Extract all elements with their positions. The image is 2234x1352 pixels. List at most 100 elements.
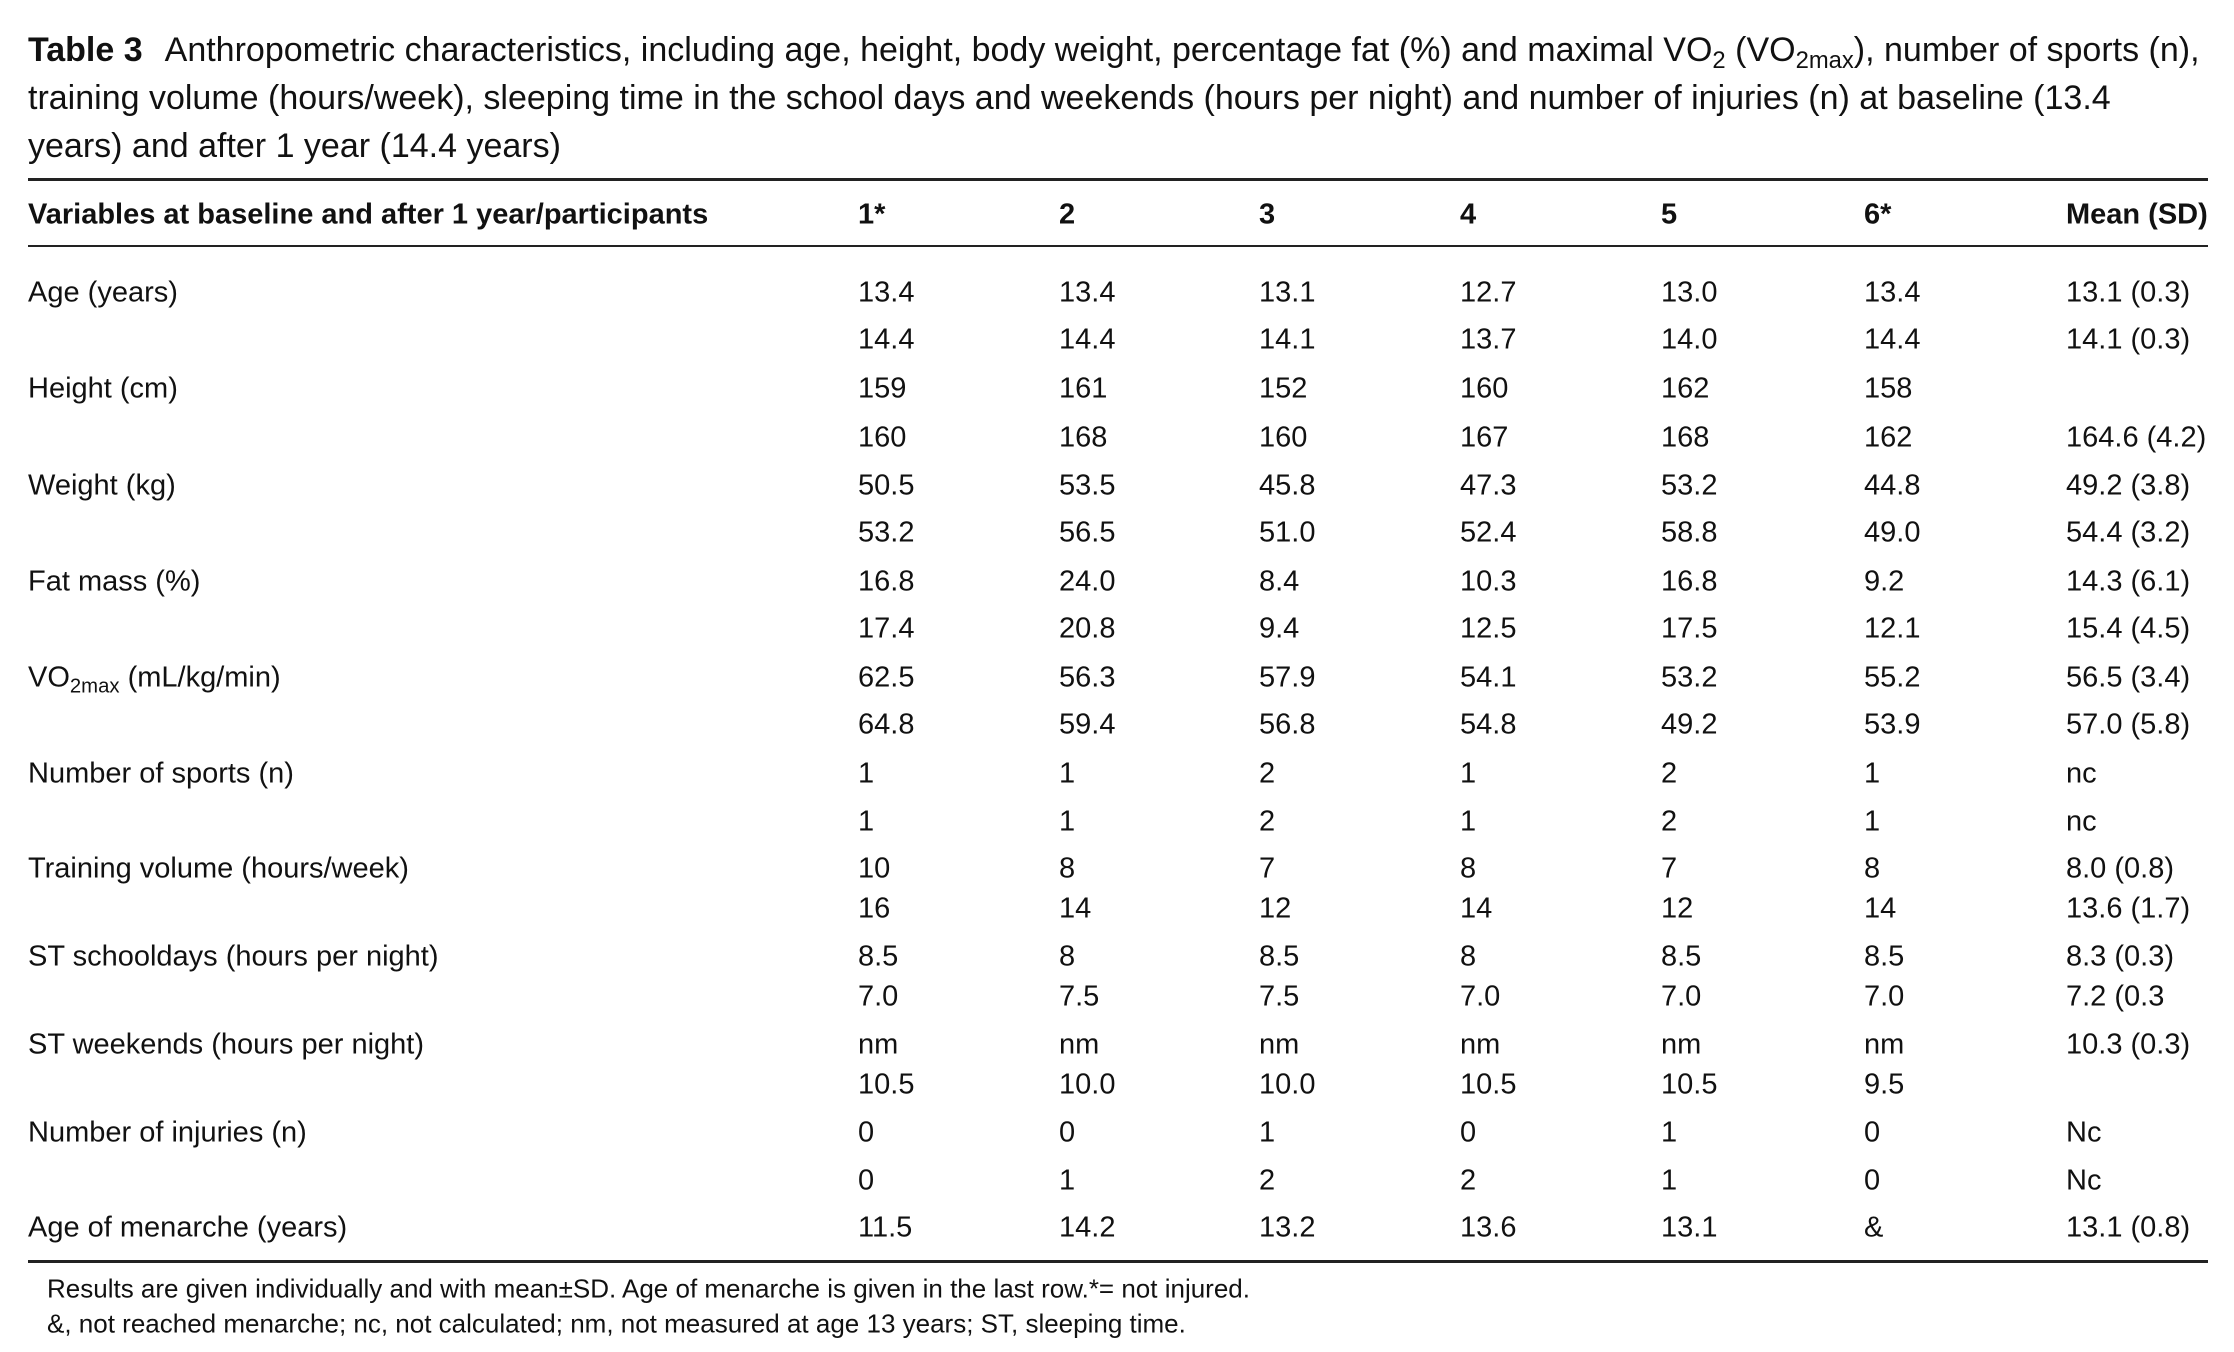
data-cell: 162 — [1661, 372, 1710, 405]
data-cell: 14.1 (0.3) — [2066, 323, 2191, 356]
row-label: Number of injuries (n) — [28, 1117, 307, 1150]
data-cell: 51.0 — [1259, 516, 1316, 549]
data-cell: 8.5 — [1259, 940, 1300, 973]
header-cell: 5 — [1661, 198, 1678, 231]
data-cell: 2 — [1661, 757, 1678, 790]
table-title: Table 3 Anthropometric characteristics, i… — [28, 26, 2208, 170]
data-cell: 54.8 — [1460, 708, 1517, 741]
data-cell: 10.3 — [1460, 565, 1517, 598]
data-cell: 1 — [1460, 757, 1477, 790]
row-label: ST weekends (hours per night) — [28, 1029, 424, 1062]
text-part: Age (years) — [28, 276, 178, 309]
text-part: Age of menarche (years) — [28, 1211, 348, 1244]
data-cell: 1 — [1059, 757, 1076, 790]
data-cell: 7 — [1259, 852, 1276, 885]
data-cell: nm — [1460, 1028, 1501, 1061]
data-cell: Nc — [2066, 1116, 2102, 1149]
text-part: (mL/kg/min) — [119, 661, 281, 694]
row-label: Height (cm) — [28, 373, 178, 406]
row-label: Age (years) — [28, 277, 178, 310]
data-cell: 9.2 — [1864, 565, 1905, 598]
data-cell: 12.7 — [1460, 276, 1517, 309]
data-cell: 12.5 — [1460, 612, 1517, 645]
data-cell: 1 — [1259, 1116, 1276, 1149]
data-cell: 13.1 — [1661, 1211, 1718, 1244]
subscript: 2max — [1795, 47, 1854, 75]
data-cell: 0 — [858, 1164, 875, 1197]
data-cell: 56.8 — [1259, 708, 1316, 741]
text-part: Height (cm) — [28, 372, 178, 405]
header-cell: 4 — [1460, 198, 1477, 231]
data-cell: 8 — [1460, 852, 1477, 885]
data-cell: 55.2 — [1864, 661, 1921, 694]
data-cell: 1 — [1460, 805, 1477, 838]
text-part: ), number of sports (n), training volume… — [28, 31, 2200, 165]
data-cell: 0 — [1460, 1116, 1477, 1149]
data-cell: 56.5 — [1059, 516, 1116, 549]
data-cell: 1 — [1661, 1164, 1678, 1197]
data-cell: 14.0 — [1661, 323, 1718, 356]
data-cell: 1 — [858, 757, 875, 790]
data-cell: nc — [2066, 757, 2097, 790]
data-cell: 16.8 — [1661, 565, 1718, 598]
data-cell: 1 — [1661, 1116, 1678, 1149]
data-cell: 1 — [1059, 805, 1076, 838]
header-cell: 6* — [1864, 198, 1892, 231]
data-cell: 49.0 — [1864, 516, 1921, 549]
header-rule — [28, 245, 2208, 247]
row-label: Training volume (hours/week) — [28, 853, 409, 886]
header-cell: 1* — [858, 198, 886, 231]
header-cell: Variables at baseline and after 1 year/p… — [28, 198, 709, 231]
data-cell: 0 — [1864, 1116, 1881, 1149]
text-part: ST schooldays (hours per night) — [28, 940, 439, 973]
data-cell: 58.8 — [1661, 516, 1718, 549]
data-cell: 161 — [1059, 372, 1108, 405]
data-cell: 13.4 — [858, 276, 915, 309]
data-cell: 14.4 — [858, 323, 915, 356]
data-cell: 167 — [1460, 421, 1509, 454]
data-cell: 14 — [1460, 892, 1493, 925]
data-cell: 16 — [858, 892, 891, 925]
data-cell: 7.5 — [1259, 980, 1300, 1013]
data-cell: 10.5 — [858, 1068, 915, 1101]
data-cell: 13.6 (1.7) — [2066, 892, 2191, 925]
data-cell: nm — [858, 1028, 899, 1061]
subscript: 2 — [1712, 47, 1726, 75]
text-part: Weight (kg) — [28, 469, 176, 502]
data-cell: 57.0 (5.8) — [2066, 708, 2191, 741]
data-cell: nm — [1864, 1028, 1905, 1061]
data-cell: 7.0 — [1661, 980, 1702, 1013]
data-cell: 0 — [858, 1116, 875, 1149]
data-cell: 14.4 — [1059, 323, 1116, 356]
data-cell: 159 — [858, 372, 907, 405]
data-cell: 13.0 — [1661, 276, 1718, 309]
bottom-rule — [28, 1260, 2208, 1263]
data-cell: 1 — [1864, 805, 1881, 838]
footnote: &, not reached menarche; nc, not calcula… — [47, 1308, 1186, 1339]
data-cell: 64.8 — [858, 708, 915, 741]
row-label: VO2max (mL/kg/min) — [28, 661, 281, 697]
data-cell: 50.5 — [858, 469, 915, 502]
data-cell: 10 — [858, 852, 891, 885]
data-cell: 8 — [1864, 852, 1881, 885]
top-rule — [28, 178, 2208, 181]
data-cell: 13.6 — [1460, 1211, 1517, 1244]
data-cell: 52.4 — [1460, 516, 1517, 549]
data-cell: 9.5 — [1864, 1068, 1905, 1101]
text-part: Number of sports (n) — [28, 757, 294, 790]
data-cell: 13.4 — [1059, 276, 1116, 309]
data-cell: 2 — [1460, 1164, 1477, 1197]
data-cell: 7.0 — [858, 980, 899, 1013]
data-cell: 7.5 — [1059, 980, 1100, 1013]
data-cell: 14.4 — [1864, 323, 1921, 356]
data-cell: 54.1 — [1460, 661, 1517, 694]
data-cell: 2 — [1259, 1164, 1276, 1197]
data-cell: 45.8 — [1259, 469, 1316, 502]
data-cell: 168 — [1059, 421, 1108, 454]
data-cell: 8 — [1059, 852, 1076, 885]
data-cell: 7.2 (0.3 — [2066, 980, 2165, 1013]
data-cell: 7.0 — [1460, 980, 1501, 1013]
data-cell: 162 — [1864, 421, 1913, 454]
data-cell: 0 — [1864, 1164, 1881, 1197]
